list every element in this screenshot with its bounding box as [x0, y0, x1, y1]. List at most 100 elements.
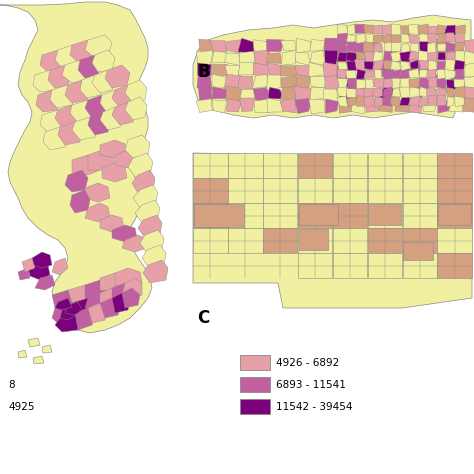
Polygon shape: [52, 290, 85, 310]
Polygon shape: [125, 135, 150, 158]
Polygon shape: [338, 87, 353, 100]
Polygon shape: [198, 63, 211, 76]
Bar: [228, 153, 263, 178]
Polygon shape: [392, 70, 401, 80]
Bar: [402, 153, 437, 178]
Polygon shape: [391, 97, 401, 108]
Polygon shape: [373, 88, 383, 97]
Polygon shape: [88, 150, 115, 170]
Bar: [368, 228, 402, 253]
Polygon shape: [355, 24, 366, 33]
Polygon shape: [55, 298, 72, 310]
Bar: [263, 228, 297, 253]
Polygon shape: [364, 96, 375, 107]
Polygon shape: [455, 69, 464, 79]
Bar: [333, 253, 367, 278]
Polygon shape: [100, 273, 130, 292]
Polygon shape: [379, 75, 392, 88]
Polygon shape: [448, 99, 465, 112]
Polygon shape: [212, 100, 227, 113]
Polygon shape: [266, 53, 282, 64]
Polygon shape: [392, 88, 401, 97]
Bar: [368, 153, 402, 178]
Polygon shape: [125, 97, 147, 120]
Polygon shape: [437, 62, 445, 71]
Polygon shape: [436, 25, 447, 35]
Polygon shape: [70, 100, 95, 123]
Polygon shape: [435, 87, 452, 100]
Bar: [299, 204, 338, 225]
Polygon shape: [409, 35, 419, 44]
Polygon shape: [325, 50, 339, 65]
Polygon shape: [100, 107, 122, 130]
Polygon shape: [92, 70, 115, 93]
Bar: [438, 204, 471, 225]
Polygon shape: [356, 69, 366, 79]
Polygon shape: [365, 64, 380, 76]
Polygon shape: [374, 97, 383, 107]
Text: B: B: [198, 63, 210, 81]
Polygon shape: [252, 74, 267, 89]
Polygon shape: [193, 153, 472, 308]
Polygon shape: [378, 99, 393, 112]
Polygon shape: [280, 66, 298, 77]
Polygon shape: [373, 35, 383, 44]
Polygon shape: [392, 64, 409, 77]
Polygon shape: [112, 283, 135, 305]
Polygon shape: [427, 69, 436, 80]
Polygon shape: [226, 40, 241, 53]
Polygon shape: [418, 98, 428, 106]
Polygon shape: [455, 87, 465, 99]
Polygon shape: [68, 285, 102, 305]
Polygon shape: [337, 51, 351, 64]
Polygon shape: [409, 69, 419, 78]
Polygon shape: [337, 69, 348, 78]
Polygon shape: [356, 43, 364, 52]
Polygon shape: [438, 101, 451, 113]
Bar: [263, 203, 297, 228]
Polygon shape: [384, 61, 393, 70]
Polygon shape: [427, 33, 437, 44]
Polygon shape: [419, 87, 428, 96]
Polygon shape: [383, 78, 393, 89]
Polygon shape: [105, 65, 130, 88]
Polygon shape: [281, 86, 298, 99]
Polygon shape: [135, 200, 160, 223]
Polygon shape: [337, 74, 354, 87]
Polygon shape: [65, 302, 82, 315]
Polygon shape: [280, 99, 296, 113]
Polygon shape: [92, 50, 115, 72]
Polygon shape: [428, 61, 438, 71]
Polygon shape: [392, 78, 400, 89]
Bar: [438, 153, 472, 178]
Polygon shape: [296, 74, 310, 88]
Polygon shape: [309, 99, 325, 114]
Polygon shape: [295, 65, 310, 78]
Polygon shape: [310, 76, 326, 88]
Bar: [298, 153, 332, 178]
Bar: [333, 203, 367, 228]
Bar: [228, 178, 263, 203]
Polygon shape: [384, 42, 393, 53]
Polygon shape: [408, 87, 423, 101]
Polygon shape: [419, 60, 429, 70]
Bar: [298, 178, 332, 203]
Polygon shape: [454, 96, 464, 107]
Polygon shape: [392, 50, 409, 65]
Polygon shape: [85, 183, 110, 202]
Bar: [299, 229, 328, 249]
Polygon shape: [0, 2, 152, 333]
Polygon shape: [378, 40, 395, 54]
Text: 11542 - 39454: 11542 - 39454: [276, 401, 353, 411]
Polygon shape: [454, 60, 465, 71]
Polygon shape: [112, 102, 135, 125]
Polygon shape: [422, 51, 437, 66]
Polygon shape: [326, 99, 338, 113]
Polygon shape: [374, 44, 383, 53]
Polygon shape: [366, 34, 374, 44]
Polygon shape: [401, 26, 411, 35]
Polygon shape: [294, 86, 312, 101]
Polygon shape: [337, 78, 348, 89]
Polygon shape: [85, 35, 112, 58]
Polygon shape: [295, 53, 310, 65]
